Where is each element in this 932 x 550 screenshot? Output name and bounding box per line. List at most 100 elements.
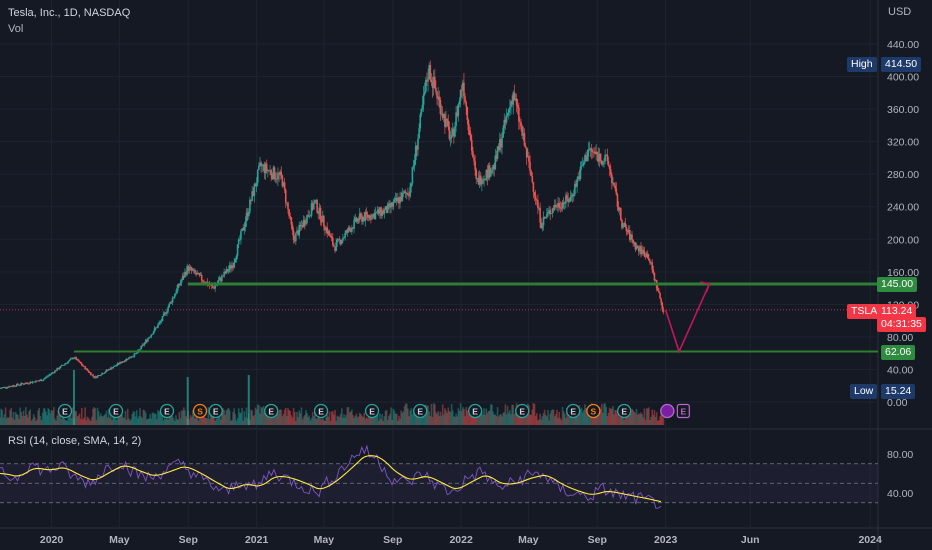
volume-bar [30, 420, 33, 425]
candle-body [620, 208, 622, 220]
candle-body [307, 215, 309, 217]
volume-bar [625, 414, 628, 425]
earnings-event-icon [313, 403, 329, 419]
volume-bar [68, 412, 71, 425]
candle-body [552, 208, 555, 210]
candle-body [481, 183, 483, 185]
candle-body [228, 265, 231, 270]
candle-body [593, 151, 595, 153]
volume-bar [639, 414, 641, 425]
volume-bar [631, 408, 633, 425]
volume-bar [54, 418, 56, 425]
candle-body [114, 365, 117, 367]
candle-body [425, 80, 427, 92]
symbol-title[interactable]: Tesla, Inc., 1D, NASDAQ [8, 7, 131, 19]
volume-bar [398, 415, 400, 425]
volume-bar [598, 406, 601, 425]
volume-bar [132, 411, 135, 425]
volume-bar [129, 420, 131, 425]
volume-bar [316, 418, 318, 425]
volume-bar [17, 414, 19, 425]
volume-bar [566, 408, 568, 425]
candle-body [61, 365, 64, 366]
candle-body [537, 200, 539, 209]
candle-body [120, 362, 122, 364]
candle-body [312, 203, 315, 210]
volume-bar [254, 407, 257, 425]
candle-body [184, 272, 186, 278]
candle-body [646, 253, 649, 259]
volume-bar [0, 408, 2, 425]
candle-body [607, 161, 610, 166]
volume-bar [400, 410, 402, 425]
candle-body [394, 197, 397, 200]
candle-body [320, 220, 323, 223]
candle-body [158, 322, 160, 325]
volume-bar [94, 408, 97, 425]
price-tick-label: 200.00 [887, 234, 919, 246]
volume-bar [495, 416, 498, 425]
candle-body [333, 244, 335, 247]
candle-body [295, 233, 297, 242]
candle-body [287, 202, 289, 210]
candle-body [54, 370, 56, 373]
volume-bar [559, 418, 562, 425]
candle-body [561, 202, 564, 209]
volume-bar [86, 416, 89, 425]
candle-body [289, 216, 292, 218]
volume-bar [593, 411, 595, 425]
candle-body [78, 361, 81, 363]
candle-body [492, 164, 494, 170]
volume-bar [343, 414, 345, 425]
volume-bar [149, 414, 151, 425]
candle-body [305, 222, 307, 225]
volume-bar [428, 411, 430, 425]
candle-body [409, 186, 411, 197]
candle-body [588, 149, 591, 151]
volume-bar [275, 406, 278, 425]
candle-body [494, 155, 497, 170]
candle-body [491, 169, 493, 174]
candle-body [316, 200, 318, 213]
candle-body [75, 357, 78, 360]
volume-bar [660, 412, 662, 425]
candle-body [188, 267, 191, 271]
volume-bar [223, 409, 225, 425]
candle-body [172, 297, 175, 298]
candle-body [609, 169, 612, 175]
volume-bar [288, 410, 290, 425]
volume-bar [616, 413, 619, 425]
volume-bar [653, 410, 656, 425]
candle-body [97, 375, 100, 376]
candle-body [579, 166, 582, 179]
candle-body [102, 373, 104, 375]
volume-bar [181, 410, 184, 425]
volume-bar [160, 411, 163, 425]
volume-bar [364, 418, 367, 425]
candle-body [89, 372, 92, 375]
candle-body [373, 213, 376, 219]
candle-body [650, 262, 652, 264]
volume-bar [445, 410, 447, 425]
candle-body [175, 293, 177, 295]
volume-bar [539, 413, 541, 425]
volume-label[interactable]: Vol [8, 23, 24, 35]
rsi-title[interactable]: RSI (14, close, SMA, 14, 2) [8, 435, 142, 447]
candle-body [197, 272, 200, 274]
volume-bar [563, 413, 566, 425]
candle-body [297, 230, 299, 236]
candle-body [384, 206, 387, 210]
candle-body [296, 230, 298, 234]
volume-bar [278, 410, 280, 425]
volume-bar [245, 407, 248, 425]
candle-body [412, 165, 415, 168]
volume-bar [210, 416, 213, 425]
candle-body [478, 175, 481, 185]
volume-bar [356, 417, 359, 425]
volume-bar [459, 403, 462, 425]
volume-bar [354, 415, 357, 425]
candle-body [507, 109, 510, 113]
volume-bar [185, 416, 187, 425]
volume-bar [408, 416, 410, 425]
